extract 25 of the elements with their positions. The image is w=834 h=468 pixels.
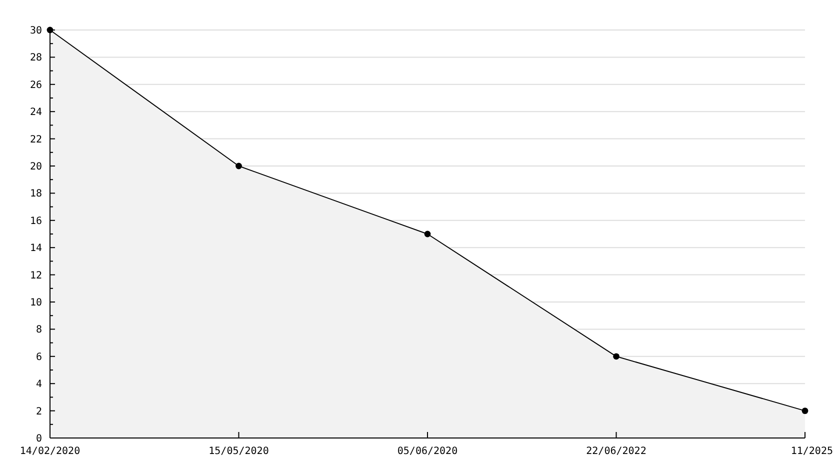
y-tick-label: 22 — [30, 134, 42, 146]
x-tick-label: 15/05/2020 — [208, 446, 269, 457]
y-tick-label: 10 — [30, 298, 42, 308]
y-tick-label: 0 — [36, 434, 42, 444]
point — [613, 353, 620, 360]
y-tick-label: 14 — [30, 243, 42, 254]
y-tick-label: 4 — [36, 379, 42, 390]
y-tick-label: 24 — [30, 107, 42, 118]
y-tick-label: 30 — [30, 26, 42, 36]
y-tick-label: 18 — [30, 188, 42, 200]
x-tick-label: 22/06/2022 — [586, 446, 646, 457]
y-tick-label: 2 — [36, 406, 42, 418]
y-tick-label: 12 — [30, 270, 42, 282]
y-tick-label: 20 — [30, 162, 42, 172]
y-tick-label: 8 — [36, 324, 42, 336]
point — [802, 408, 808, 414]
y-tick-label: 26 — [30, 80, 42, 91]
x-tick-label: 11/2025 — [790, 446, 833, 457]
point — [424, 230, 431, 238]
x-tick-label: 05/06/2020 — [397, 446, 458, 457]
y-tick-label: 28 — [30, 52, 42, 64]
y-tick-label: 16 — [30, 216, 42, 227]
y-tick-label: 6 — [36, 352, 42, 363]
point — [236, 162, 242, 170]
x-tick-label: 14/02/2020 — [20, 446, 80, 457]
